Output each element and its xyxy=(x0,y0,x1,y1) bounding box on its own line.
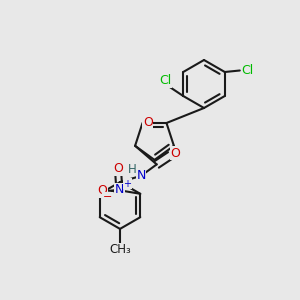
Text: N: N xyxy=(115,183,124,196)
Text: O: O xyxy=(97,184,107,197)
Text: Cl: Cl xyxy=(159,74,171,88)
Text: Cl: Cl xyxy=(241,64,254,77)
Text: O: O xyxy=(143,116,153,130)
Text: O: O xyxy=(171,146,181,160)
Text: O: O xyxy=(113,162,123,176)
Text: −: − xyxy=(103,192,112,203)
Text: CH₃: CH₃ xyxy=(109,243,131,256)
Text: H: H xyxy=(128,163,137,176)
Text: N: N xyxy=(136,169,146,182)
Text: +: + xyxy=(123,179,131,189)
